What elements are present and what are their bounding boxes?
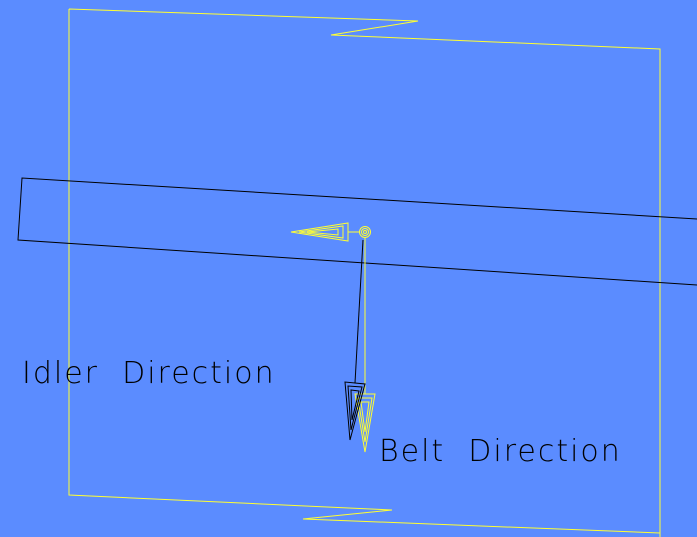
origin-circle-icon[interactable] [359, 226, 371, 238]
section-frame[interactable] [68, 8, 661, 537]
idler-direction-arrow[interactable] [344, 239, 366, 441]
belt-direction-label: Belt Direction [379, 434, 622, 469]
arrow-icon [344, 381, 366, 441]
arrow-icon [290, 222, 349, 242]
belt-outline[interactable] [17, 177, 697, 286]
lateral-direction-arrow[interactable] [290, 222, 359, 242]
belt-direction-arrow[interactable] [354, 238, 376, 453]
arrow-icon [354, 393, 376, 453]
idler-direction-label: Idler Direction [22, 356, 276, 391]
